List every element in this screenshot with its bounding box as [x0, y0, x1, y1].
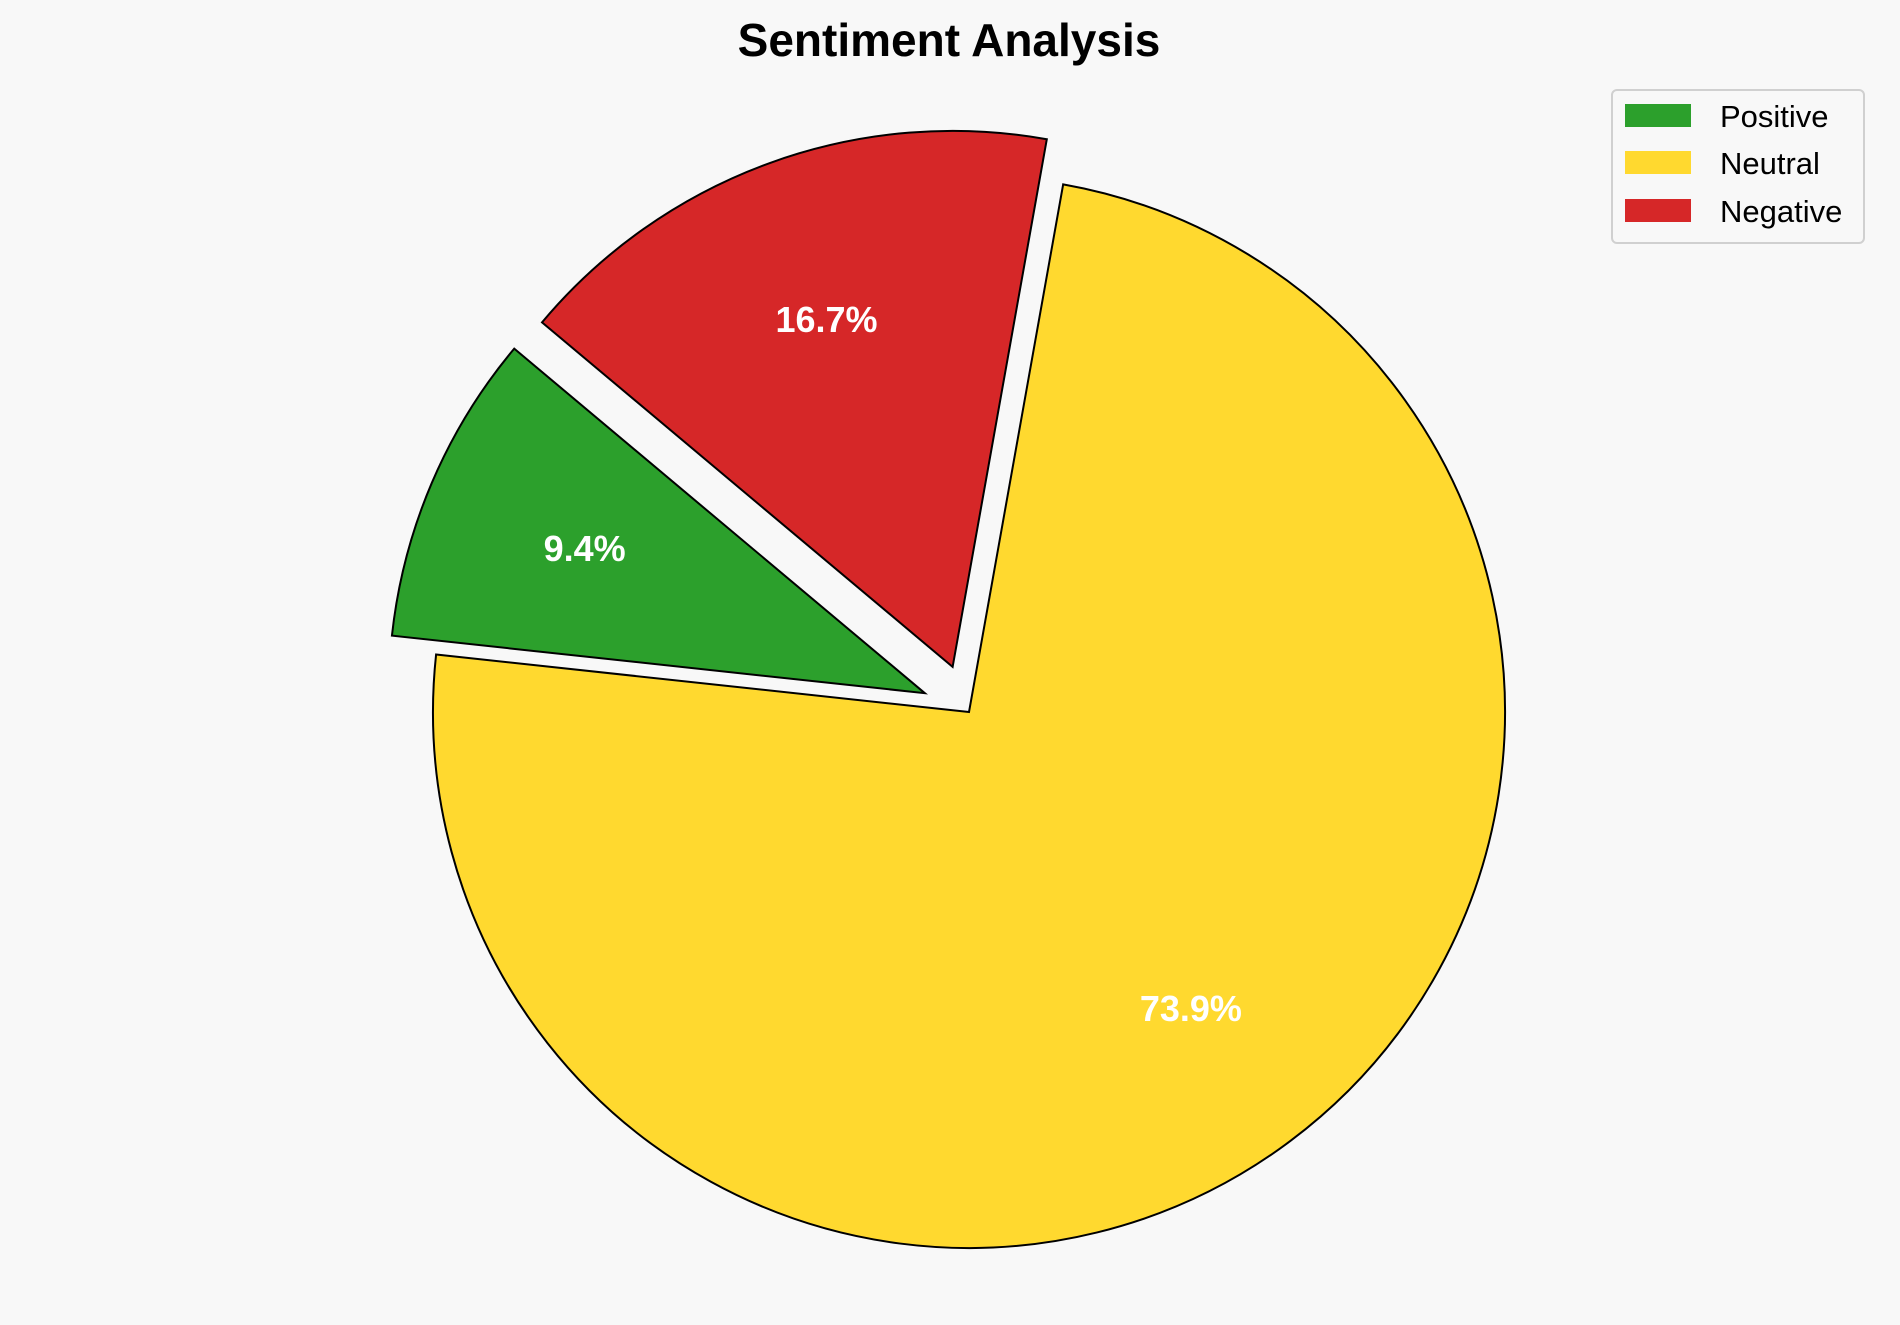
slice-label-neutral: 73.9%: [1140, 988, 1242, 1029]
slice-label-negative: 16.7%: [775, 299, 877, 340]
legend-label-negative: Negative: [1720, 194, 1842, 229]
legend-swatch-neutral: [1625, 151, 1691, 174]
legend-label-neutral: Neutral: [1720, 146, 1820, 181]
pie-slices: [390, 129, 1506, 1249]
slice-positive: [390, 347, 929, 695]
chart-title: Sentiment Analysis: [738, 14, 1161, 66]
slice-label-positive: 9.4%: [544, 528, 626, 569]
legend-label-positive: Positive: [1720, 99, 1829, 134]
legend: Positive Neutral Negative: [1611, 89, 1865, 244]
slice-negative: [540, 129, 1048, 669]
pie-labels: 9.4% 73.9% 16.7%: [544, 299, 1242, 1029]
legend-swatch-negative: [1625, 199, 1691, 222]
slice-neutral: [432, 183, 1506, 1249]
legend-swatch-positive: [1625, 104, 1691, 127]
